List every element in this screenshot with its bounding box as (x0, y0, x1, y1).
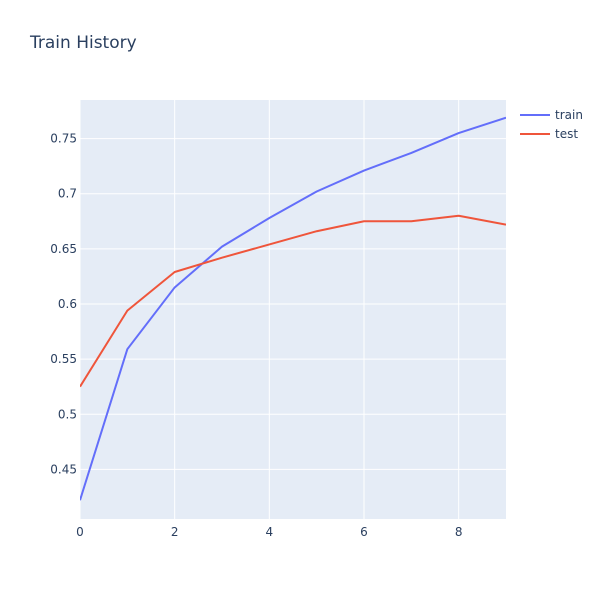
chart-title: Train History (30, 33, 137, 53)
y-tick-label: 0.7 (58, 187, 77, 201)
series-line-test (80, 214, 506, 388)
legend-label: train (555, 108, 583, 122)
legend[interactable]: train test (520, 108, 583, 141)
y-tick-label: 0.5 (58, 407, 77, 421)
y-tick-label: 0.75 (50, 132, 77, 146)
x-tick-label: 8 (455, 525, 463, 539)
x-tick-label: 2 (171, 525, 179, 539)
x-tick-label: 6 (360, 525, 368, 539)
plot-area (80, 100, 506, 519)
y-tick-label: 0.6 (58, 297, 77, 311)
legend-label: test (555, 127, 578, 141)
grid-lines (79, 100, 506, 519)
legend-item-train[interactable]: train (520, 108, 583, 122)
x-tick-label: 4 (266, 525, 274, 539)
axis-tick-labels: 0 2 4 6 8 0.45 0.5 0.55 0.6 0.65 0.7 0.75 (50, 132, 462, 539)
y-tick-label: 0.45 (50, 462, 77, 476)
y-tick-label: 0.55 (50, 352, 77, 366)
series-line-train (80, 116, 506, 501)
y-tick-label: 0.65 (50, 242, 77, 256)
series-lines (80, 116, 506, 501)
x-tick-label: 0 (76, 525, 84, 539)
legend-item-test[interactable]: test (520, 127, 578, 141)
